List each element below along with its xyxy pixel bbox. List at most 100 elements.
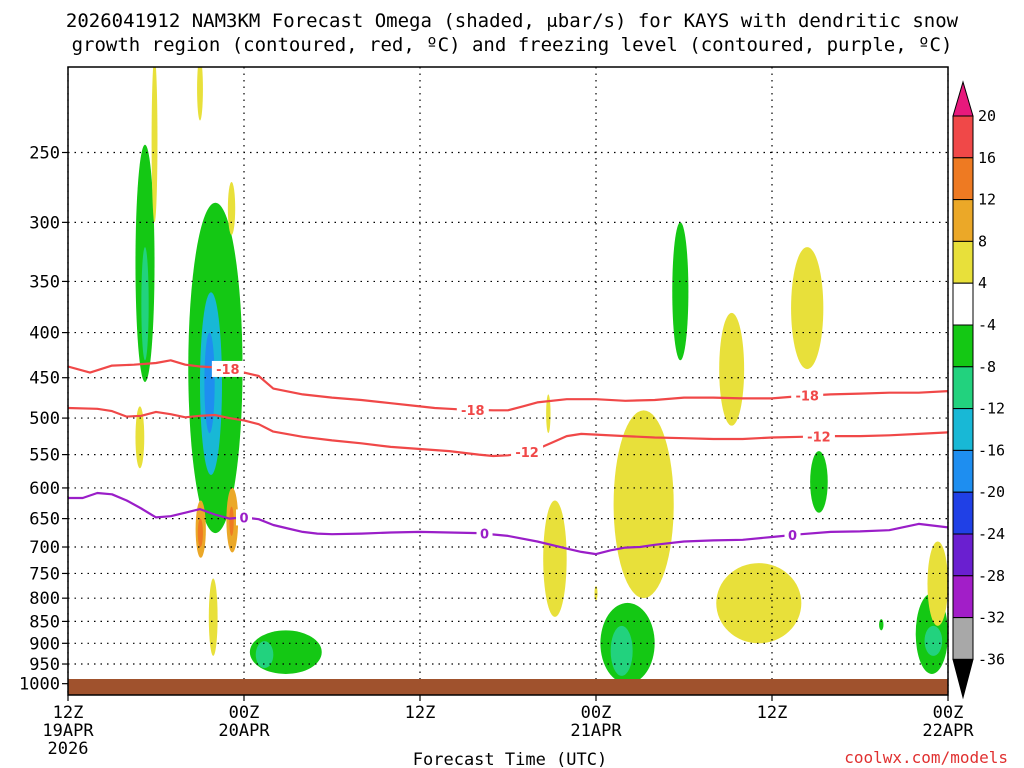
colorbar-swatch-1 — [952, 115, 974, 159]
y-tick-label-900: 900 — [29, 634, 60, 654]
x-tick-label-1-2: 20APR — [218, 721, 270, 741]
omega-region-downward-motion-21apr-23z — [927, 541, 948, 626]
contour-label--18c-0: -18 — [216, 363, 240, 378]
contour-label--12c-1: -12 — [807, 430, 831, 445]
y-tick-label-500: 500 — [29, 409, 60, 429]
contour-line-0c — [68, 491, 948, 556]
omega-colorbar: 20 16 12 8 4 -4 -8 -12 -16 -20 -24 -28 -32 -36 — [952, 80, 1005, 700]
colorbar-label-10: -24 — [978, 525, 1005, 543]
colorbar-label-3: 8 — [978, 232, 987, 250]
colorbar-label-5: -4 — [978, 316, 996, 334]
colorbar-label-8: -16 — [978, 441, 1005, 459]
omega-region-downward-motion-19apr-19z-upper — [151, 67, 158, 223]
y-tick-label-400: 400 — [29, 324, 60, 344]
colorbar-label-13: -36 — [978, 650, 1005, 668]
colorbar-swatch-2 — [952, 157, 974, 201]
contour-label-bg-2-1 — [476, 525, 493, 542]
omega-region-downward-motion-21apr-14z — [791, 247, 824, 370]
omega-region-upward-motion-21apr-03z — [672, 222, 689, 361]
contour-label-bg-0-0 — [211, 360, 244, 377]
colorbar-label-12: -32 — [978, 609, 1005, 627]
colorbar-label-9: -20 — [978, 483, 1005, 501]
chart-title-line-1: 2026041912 NAM3KM Forecast Omega (shaded… — [65, 10, 959, 32]
omega-region-upward-motion-21apr-12z — [810, 451, 828, 513]
colorbar-label-0: 20 — [978, 107, 996, 125]
ground-surface-band — [68, 679, 948, 695]
colorbar-label-11: -28 — [978, 567, 1005, 585]
colorbar-extend-max — [952, 80, 974, 117]
contour-label-0c-0: 0 — [239, 511, 248, 526]
pressure-axis: 2503003504004505005506006507007508008509… — [19, 143, 68, 695]
colorbar-label-4: 4 — [978, 274, 987, 292]
contour-line--12c — [68, 406, 948, 458]
omega-region-downward-motion-19apr-22z-low — [208, 578, 218, 656]
colorbar-swatch-11 — [952, 533, 974, 577]
y-tick-label-650: 650 — [29, 510, 60, 530]
contour-line--18c — [68, 359, 948, 412]
contour-label-bg-2-2 — [784, 527, 801, 544]
temperature-contours: -18 -18 -18 -12 -12 0 0 0 — [68, 359, 948, 556]
x-tick-label-3-2: 21APR — [570, 721, 622, 741]
x-tick-label-3-1: 00Z — [581, 703, 612, 723]
omega-region-upward-motion-21apr-22z-core — [924, 625, 943, 656]
omega-region-downward-motion-21apr-01z — [613, 410, 674, 599]
colorbar-swatch-13 — [952, 617, 974, 660]
colorbar-swatch-10 — [952, 491, 974, 535]
colorbar-swatch-9 — [952, 449, 974, 493]
omega-region-downward-motion-21apr-09z — [719, 312, 745, 426]
colorbar-swatch-6 — [952, 324, 974, 368]
x-tick-label-2-1: 12Z — [405, 703, 436, 723]
y-tick-label-550: 550 — [29, 446, 60, 466]
x-tick-label-4-1: 12Z — [757, 703, 788, 723]
contour-label-bg-2-0 — [236, 509, 252, 526]
y-tick-label-750: 750 — [29, 564, 60, 584]
omega-region-upward-motion-21apr-00z-core — [610, 625, 633, 676]
colorbar-label-1: 16 — [978, 149, 996, 167]
omega-region-downward-motion-19apr-23z-top — [197, 67, 203, 121]
omega-region-downward-motion-19apr-23z-upper — [227, 181, 236, 235]
omega-region-upward-motion-19apr-18z-core — [141, 247, 149, 361]
x-tick-label-5-1: 00Z — [933, 703, 964, 723]
contour-label--12c-0: -12 — [515, 446, 539, 461]
contour-label--18c-1: -18 — [461, 404, 485, 419]
colorbar-extend-min — [952, 658, 974, 700]
omega-region-downward-motion-21apr-01z-small — [594, 586, 598, 601]
x-tick-label-0-2: 19APR — [42, 721, 94, 741]
contour-label--18c-2: -18 — [795, 390, 819, 405]
omega-region-downward-motion-20apr-22z — [543, 500, 567, 617]
omega-region-downward-motion-21apr-09z-low — [716, 563, 802, 644]
colorbar-swatch-3 — [952, 199, 974, 242]
contour-label-0c-1: 0 — [480, 528, 489, 543]
x-tick-label-5-2: 22APR — [922, 721, 974, 741]
y-tick-label-300: 300 — [29, 213, 60, 233]
omega-region-downward-motion-19apr-23z-core — [229, 506, 234, 536]
omega-region-downward-motion-19apr-17z — [135, 406, 145, 469]
plot-frame — [67, 66, 949, 696]
y-tick-label-350: 350 — [29, 272, 60, 292]
y-tick-label-700: 700 — [29, 538, 60, 558]
y-tick-label-450: 450 — [29, 369, 60, 389]
colorbar-swatch-5 — [952, 282, 974, 326]
omega-region-upward-motion-19apr-22z-max — [204, 332, 215, 434]
omega-shading — [135, 67, 948, 684]
omega-region-downward-motion-19apr-22z-core — [197, 518, 203, 548]
omega-region-downward-motion-20apr-20z — [546, 394, 551, 434]
y-tick-label-600: 600 — [29, 479, 60, 499]
x-tick-label-1-1: 00Z — [229, 703, 260, 723]
x-tick-label-0-1: 12Z — [53, 703, 84, 723]
y-tick-label-250: 250 — [29, 143, 60, 163]
contour-label-bg-0-2 — [791, 387, 824, 404]
colorbar-swatch-7 — [952, 366, 974, 410]
y-tick-label-1000: 1000 — [19, 675, 60, 695]
colorbar-label-2: 12 — [978, 191, 996, 209]
credit-link[interactable]: coolwx.com/models — [844, 748, 1008, 767]
omega-region-upward-motion-21apr-19z — [879, 619, 884, 631]
contour-label-bg-0-1 — [456, 401, 489, 418]
colorbar-label-6: -8 — [978, 358, 996, 376]
y-tick-label-800: 800 — [29, 589, 60, 609]
colorbar-label-7: -12 — [978, 400, 1005, 418]
colorbar-swatch-8 — [952, 408, 974, 451]
chart-title-line-2: growth region (contoured, red, ºC) and f… — [71, 34, 953, 56]
colorbar-swatch-4 — [952, 240, 974, 284]
